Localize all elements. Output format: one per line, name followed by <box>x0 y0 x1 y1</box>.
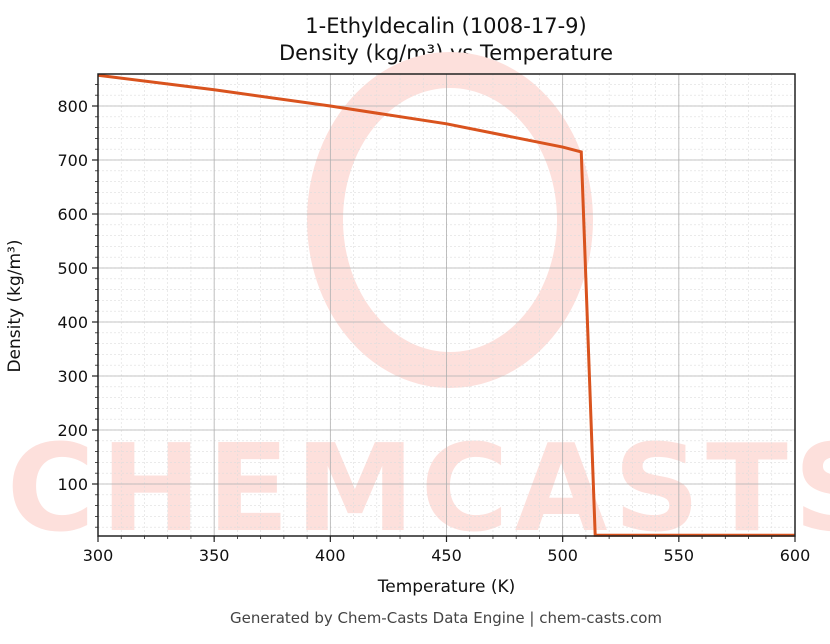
y-axis-label: Density (kg/m³) <box>5 239 25 373</box>
x-tick-label: 550 <box>664 546 695 565</box>
y-tick-label: 400 <box>57 313 88 332</box>
x-axis-label: Temperature (K) <box>377 577 516 597</box>
y-tick-label: 100 <box>57 475 88 494</box>
y-tick-label: 200 <box>57 421 88 440</box>
y-tick-label: 800 <box>57 97 88 116</box>
x-tick-label: 450 <box>431 546 462 565</box>
y-tick-label: 600 <box>57 205 88 224</box>
y-tick-label: 700 <box>57 151 88 170</box>
x-tick-label: 400 <box>315 546 346 565</box>
x-tick-label: 600 <box>780 546 811 565</box>
chart-title-line1: 1-Ethyldecalin (1008-17-9) <box>305 14 587 38</box>
x-tick-label: 300 <box>83 546 114 565</box>
y-tick-label: 500 <box>57 259 88 278</box>
y-tick-label: 300 <box>57 367 88 386</box>
density-line <box>97 73 795 537</box>
x-tick-label: 350 <box>199 546 230 565</box>
watermark-logo <box>307 52 593 388</box>
x-tick-label: 500 <box>547 546 578 565</box>
footer-credit: Generated by Chem-Casts Data Engine | ch… <box>229 609 663 627</box>
